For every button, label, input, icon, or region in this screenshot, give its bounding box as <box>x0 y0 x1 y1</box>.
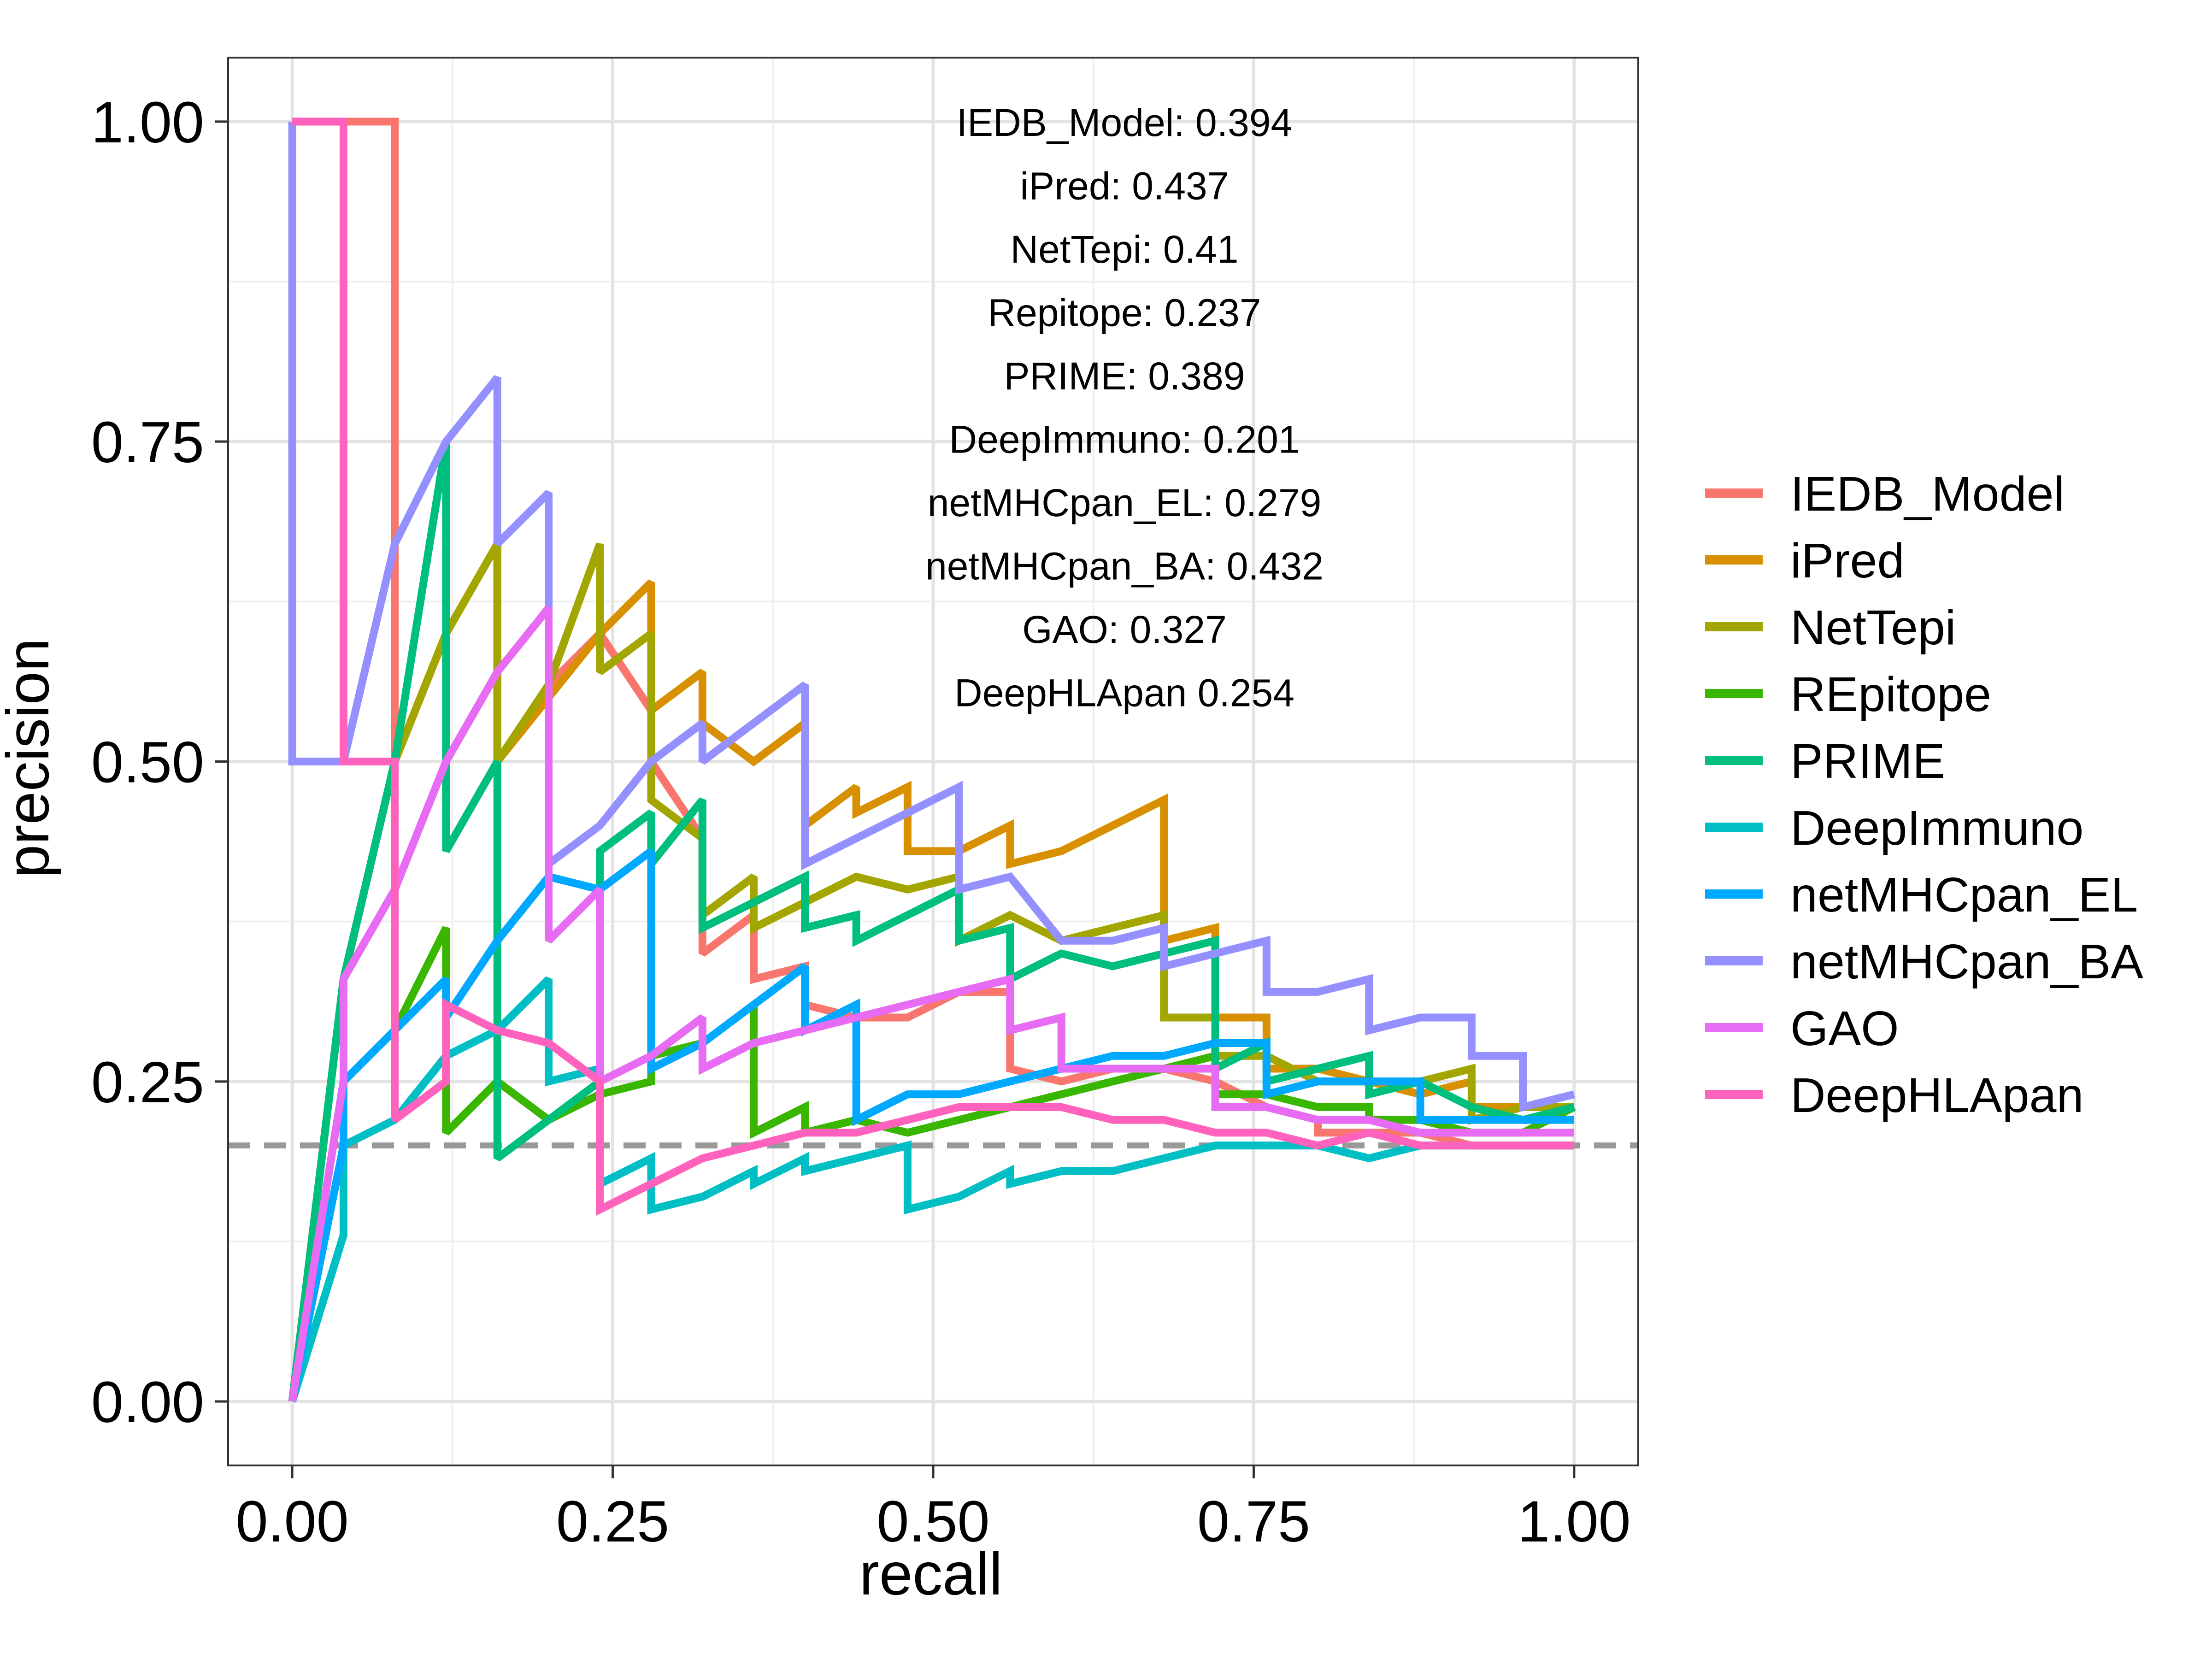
y-tick-label: 0.50 <box>91 730 204 795</box>
y-tick-label: 0.75 <box>91 410 204 475</box>
series-line-DeepHLApan <box>292 118 1574 1216</box>
x-tick-label: 0.50 <box>877 1489 989 1554</box>
annotation-label: IEDB_Model: 0.394 <box>957 101 1292 144</box>
legend-label: DeepHLApan <box>1790 1068 2083 1123</box>
legend-label: IEDB_Model <box>1790 467 2065 521</box>
series-line-netMHCpan_BA <box>288 121 1575 1112</box>
annotation-label: netMHCpan_BA: 0.432 <box>925 545 1324 588</box>
legend-label: netMHCpan_EL <box>1790 868 2138 922</box>
x-tick-label: 0.00 <box>235 1489 348 1554</box>
x-axis-label: recall <box>859 1540 1003 1607</box>
y-tick-label: 0.00 <box>91 1370 204 1435</box>
x-tick-label: 0.25 <box>556 1489 669 1554</box>
legend-label: iPred <box>1790 534 1904 588</box>
y-tick-label: 1.00 <box>91 90 204 155</box>
legend-label: DeepImmuno <box>1790 801 2083 855</box>
plot-panel: IEDB_Model: 0.394 iPred: 0.437 NetTepi: 0.… <box>227 57 1639 1466</box>
y-axis: 0.00 0.25 0.50 0.75 1.00 <box>91 90 228 1435</box>
y-axis-label: precision <box>0 638 61 878</box>
series-line-DeepImmuno <box>288 976 1574 1403</box>
x-axis: 0.00 0.25 0.50 0.75 1.00 <box>235 1465 1631 1554</box>
legend-label: NetTepi <box>1790 600 1956 655</box>
legend: IEDB_Model iPred NetTepi REpitope PRIME DeepI… <box>1705 467 2143 1123</box>
annotation-label: netMHCpan_EL: 0.279 <box>928 481 1322 524</box>
legend-label: netMHCpan_BA <box>1790 935 2143 989</box>
x-tick-label: 1.00 <box>1518 1489 1630 1554</box>
legend-label: PRIME <box>1790 734 1945 788</box>
annotation-label: iPred: 0.437 <box>1020 165 1229 208</box>
series-line-PRIME <box>288 441 1575 1402</box>
series-line-netMHCpan_EL <box>288 848 1574 1402</box>
series-line-GAO <box>288 605 1574 1402</box>
annotation-label: GAO: 0.327 <box>1022 608 1227 651</box>
y-tick-label: 0.25 <box>91 1050 204 1115</box>
grid-major <box>228 58 1638 1465</box>
annotation-label: DeepImmuno: 0.201 <box>949 418 1300 461</box>
legend-label: REpitope <box>1790 667 1991 722</box>
annotation-label: DeepHLApan 0.254 <box>954 671 1294 715</box>
series-layer <box>288 118 1576 1403</box>
annotation-layer: IEDB_Model: 0.394 iPred: 0.437 NetTepi: 0.… <box>925 101 1324 715</box>
annotation-label: NetTepi: 0.41 <box>1011 228 1239 271</box>
legend-label: GAO <box>1790 1001 1899 1056</box>
annotation-label: PRIME: 0.389 <box>1004 354 1245 398</box>
x-tick-label: 0.75 <box>1197 1489 1310 1554</box>
annotation-label: Repitope: 0.237 <box>988 291 1261 335</box>
